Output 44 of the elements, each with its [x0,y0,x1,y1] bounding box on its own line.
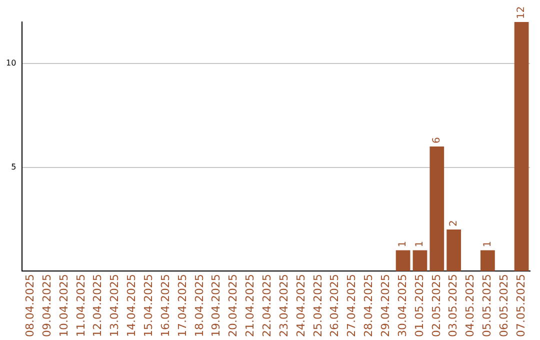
x-tick-label: 26.04.2025 [328,274,342,338]
x-tick-label: 03.05.2025 [446,274,460,338]
x-tick-label: 07.05.2025 [514,274,528,338]
x-tick-label: 10.04.2025 [57,274,70,338]
bar [480,250,495,272]
x-tick-label: 28.04.2025 [362,274,376,338]
x-tick-label: 21.04.2025 [244,274,257,338]
bar [514,22,529,272]
x-tick-label: 22.04.2025 [260,274,274,338]
x-tick-label: 11.04.2025 [74,274,88,338]
x-tick-label: 20.04.2025 [226,274,240,338]
x-tick-label: 29.04.2025 [378,274,392,338]
data-label: 12 [516,6,528,19]
bar [430,146,444,272]
data-label: 2 [448,220,460,227]
x-tick-label: 14.04.2025 [125,274,138,338]
x-tick-label: 02.05.2025 [430,274,443,338]
y-tick-label: 5 [11,162,16,172]
x-tick-label: 17.04.2025 [176,274,189,338]
x-tick-label: 16.04.2025 [158,274,172,338]
x-tick-label: 18.04.2025 [192,274,206,338]
x-tick-label: 09.04.2025 [40,274,54,338]
y-tick-label: 10 [6,58,16,68]
data-label: 1 [398,240,409,248]
x-tick-label: 05.05.2025 [480,274,494,338]
data-label: 1 [414,240,426,248]
x-tick-label: 30.04.2025 [396,274,409,338]
x-tick-label: 23.04.2025 [277,274,290,338]
x-tick-label: 06.05.2025 [497,274,510,338]
x-tick-label: 25.04.2025 [311,274,324,338]
x-tick-label: 19.04.2025 [210,274,223,338]
bar [412,250,428,272]
x-tick-label: 08.04.2025 [24,274,37,338]
x-tick-label: 01.05.2025 [412,274,426,338]
x-tick-label: 27.04.2025 [345,274,358,338]
x-tick-label: 15.04.2025 [142,274,155,338]
x-tick-label: 13.04.2025 [108,274,122,338]
bar [396,250,410,272]
bar [446,230,462,272]
x-tick-label: 04.05.2025 [464,274,477,338]
data-label: 1 [482,240,494,248]
x-tick-label: 24.04.2025 [294,274,308,338]
x-tick-label: 12.04.2025 [91,274,104,338]
data-label: 6 [431,137,442,144]
